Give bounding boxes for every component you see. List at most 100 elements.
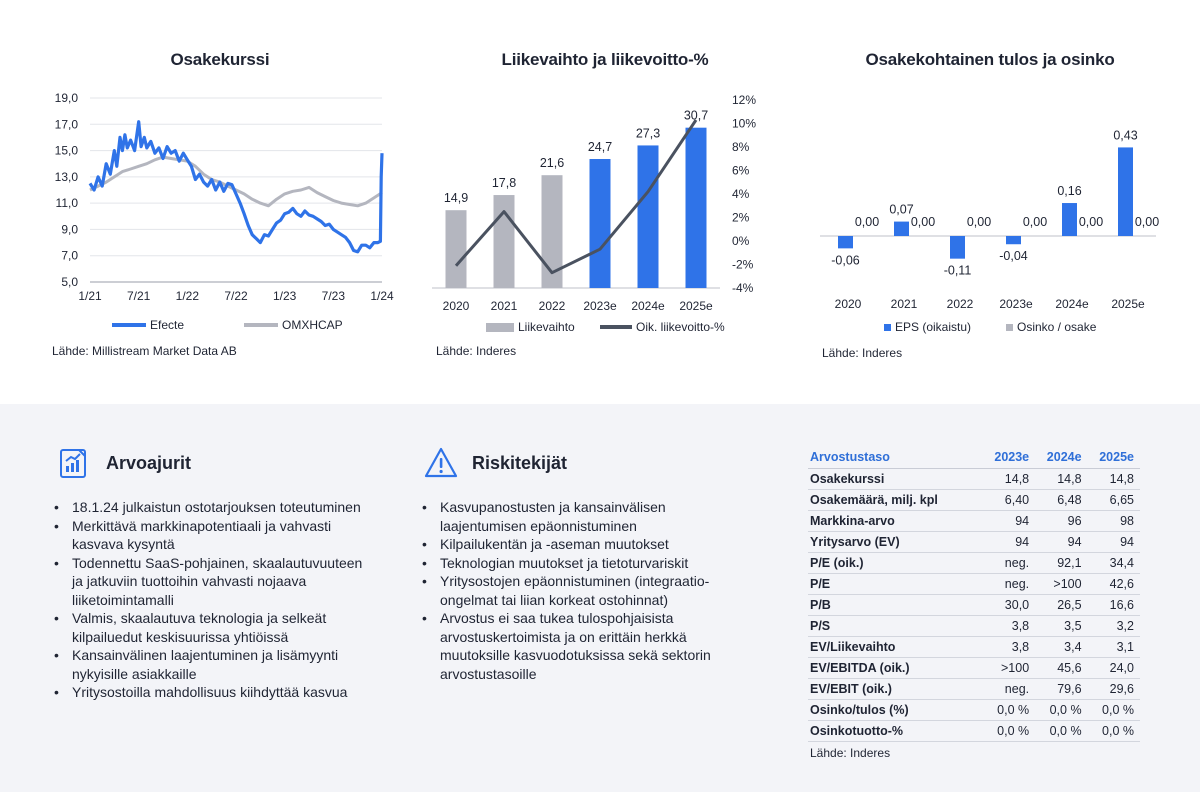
risk-item: Arvostus ei saa tukea tulospohjaisista a… xyxy=(416,609,736,683)
risks-list: Kasvupanostusten ja kansainvälisen laaje… xyxy=(416,498,736,683)
table-source: Lähde: Inderes xyxy=(810,746,891,760)
chart1-legend-omxhcap: OMXHCAP xyxy=(244,318,343,332)
x-tick-label: 1/23 xyxy=(273,289,297,303)
metric-value: 0,0 % xyxy=(982,720,1036,742)
eps-dividend-chart: -0,060,0020200,070,002021-0,110,002022-0… xyxy=(820,128,1159,311)
x-tick-label: 7/22 xyxy=(224,289,248,303)
risk-item: Yritysostojen epäonnistuminen (integraat… xyxy=(416,572,736,609)
metric-label: Yritysarvo (EV) xyxy=(808,531,983,553)
x-tick-label: 7/23 xyxy=(322,289,346,303)
metric-label: Osakemäärä, milj. kpl xyxy=(808,489,983,511)
table-row: Markkina-arvo 94 96 98 xyxy=(808,510,1140,532)
chart3-legend-eps: EPS (oikaistu) xyxy=(884,320,971,334)
metric-value: 96 xyxy=(1035,510,1088,532)
eps-bar xyxy=(1006,236,1021,245)
revenue-bar-label: 24,7 xyxy=(588,140,612,154)
x-tick-label: 1/21 xyxy=(78,289,102,303)
y-tick-label: 19,0 xyxy=(55,91,79,105)
drivers-heading: Arvoajurit xyxy=(58,446,191,480)
drivers-title: Arvoajurit xyxy=(106,452,192,473)
eps-bar xyxy=(894,221,909,236)
eps-bar xyxy=(950,236,965,259)
metric-value: 42,6 xyxy=(1087,573,1140,595)
year-header: 2024e xyxy=(1035,446,1088,469)
driver-item: Todennettu SaaS-pohjainen, skaalautuvuut… xyxy=(48,554,368,610)
metric-value: 3,2 xyxy=(1087,615,1140,637)
table-row: Osakemäärä, milj. kpl 6,40 6,48 6,65 xyxy=(808,489,1140,511)
metric-value: 3,8 xyxy=(982,615,1036,637)
legend-swatch-omxhcap xyxy=(244,323,278,327)
x-tick-label: 2025e xyxy=(679,299,713,313)
revenue-bar xyxy=(637,145,659,288)
y2-tick-label: 0% xyxy=(732,234,750,248)
dividend-bar-label: 0,00 xyxy=(1135,215,1159,229)
valuation-header-row: Arvostustaso 2023e 2024e 2025e xyxy=(808,446,1140,469)
metric-label: P/E (oik.) xyxy=(808,552,983,574)
x-tick-label: 2024e xyxy=(1055,297,1089,311)
metric-value: 30,0 xyxy=(982,594,1036,616)
y-tick-label: 17,0 xyxy=(55,117,79,131)
year-header: 2023e xyxy=(982,446,1036,469)
x-tick-label: 2023e xyxy=(999,297,1033,311)
metric-value: 24,0 xyxy=(1087,657,1140,679)
metric-value: 0,0 % xyxy=(1035,699,1088,721)
metric-value: neg. xyxy=(982,573,1036,595)
metric-value: 94 xyxy=(1087,531,1140,553)
eps-bar-label: -0,06 xyxy=(831,253,860,267)
eps-bar-label: 0,43 xyxy=(1113,128,1137,142)
metric-value: 94 xyxy=(982,531,1036,553)
driver-item: Yritysostoilla mahdollisuus kiihdyttää k… xyxy=(48,683,368,702)
legend-label-eps: EPS (oikaistu) xyxy=(895,320,972,334)
x-tick-label: 2020 xyxy=(443,299,470,313)
revenue-bar xyxy=(445,210,467,288)
x-tick-label: 2023e xyxy=(583,299,617,313)
chart2-legend-revenue: Liikevaihto xyxy=(486,320,575,334)
y2-tick-label: 4% xyxy=(732,187,750,201)
y-tick-label: 13,0 xyxy=(55,170,79,184)
metric-value: 3,8 xyxy=(982,636,1036,658)
y-tick-label: 5,0 xyxy=(61,275,78,289)
metric-value: 6,65 xyxy=(1087,489,1140,511)
metric-value: 79,6 xyxy=(1035,678,1088,700)
metric-value: 14,8 xyxy=(982,468,1036,490)
chart-report-icon xyxy=(60,449,86,478)
legend-label-revenue: Liikevaihto xyxy=(518,320,575,334)
table-row: Osinkotuotto-% 0,0 % 0,0 % 0,0 % xyxy=(808,720,1140,742)
dividend-bar-label: 0,00 xyxy=(1023,215,1047,229)
legend-swatch-revenue xyxy=(486,322,514,332)
metric-value: 0,0 % xyxy=(982,699,1036,721)
metric-value: 14,8 xyxy=(1087,468,1140,490)
y2-tick-label: 12% xyxy=(732,93,756,107)
metric-label: Osakekurssi xyxy=(808,468,983,490)
x-tick-label: 1/24 xyxy=(370,289,394,303)
legend-swatch-ebit xyxy=(600,325,632,329)
metric-value: 0,0 % xyxy=(1035,720,1088,742)
valuation-table: Arvostustaso 2023e 2024e 2025e Osakekurssi 1… xyxy=(808,446,1140,742)
x-tick-label: 2021 xyxy=(491,299,518,313)
metric-value: 6,40 xyxy=(982,489,1036,511)
x-tick-label: 1/22 xyxy=(176,289,200,303)
legend-label-ebit: Oik. liikevoitto-% xyxy=(636,320,725,334)
table-row: EV/EBITDA (oik.) >100 45,6 24,0 xyxy=(808,657,1140,679)
y2-tick-label: 10% xyxy=(732,117,756,131)
chart3-title: Osakekohtainen tulos ja osinko xyxy=(865,50,1115,69)
table-row: P/B 30,0 26,5 16,6 xyxy=(808,594,1140,616)
revenue-bar xyxy=(685,127,707,288)
revenue-bar-label: 27,3 xyxy=(636,126,660,140)
revenue-bar xyxy=(541,175,563,288)
metric-value: >100 xyxy=(982,657,1036,679)
revenue-bar-label: 17,8 xyxy=(492,176,516,190)
chart1-legend-efecte: Efecte xyxy=(112,318,184,332)
y2-tick-label: 8% xyxy=(732,140,750,154)
eps-bar-label: -0,11 xyxy=(944,264,972,278)
y2-tick-label: -2% xyxy=(732,258,754,272)
risk-item: Teknologian muutokset ja tietoturvariski… xyxy=(416,554,736,573)
eps-bar-label: 0,07 xyxy=(889,203,913,217)
charts-panel: Osakekurssi 19,0 17,0 15,0 13,0 11,0 9,0 7,0 5,… xyxy=(52,50,1160,360)
metric-label: EV/Liikevaihto xyxy=(808,636,983,658)
eps-bar-label: 0,16 xyxy=(1057,184,1081,198)
x-tick-label: 2024e xyxy=(631,299,665,313)
metric-value: 26,5 xyxy=(1035,594,1088,616)
metric-value: 94 xyxy=(982,510,1036,532)
driver-item: 18.1.24 julkaistun ostotarjouksen toteut… xyxy=(48,498,368,517)
